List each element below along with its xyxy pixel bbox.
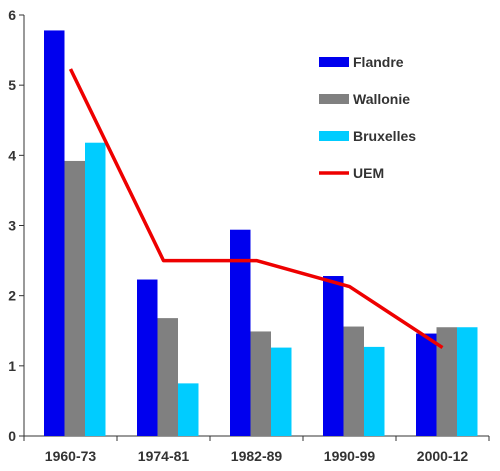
bar-wallonie bbox=[250, 331, 271, 436]
legend-label-uem: UEM bbox=[353, 165, 384, 181]
bar-wallonie bbox=[157, 318, 178, 436]
x-axis: 1960-73 1974-81 1982-89 1990-99 2000-12 bbox=[23, 435, 490, 464]
bar-bruxelles bbox=[85, 142, 106, 436]
bar-flandre bbox=[230, 229, 251, 436]
bar-wallonie bbox=[436, 327, 457, 436]
y-tick-label: 2 bbox=[8, 288, 16, 304]
y-tick-label: 3 bbox=[8, 218, 16, 234]
legend-label-wallonie: Wallonie bbox=[353, 91, 410, 107]
x-tick-label: 1982-89 bbox=[231, 448, 283, 464]
legend: Flandre Wallonie Bruxelles UEM bbox=[319, 54, 416, 181]
y-axis: 0 1 2 3 4 5 6 bbox=[8, 7, 25, 444]
bar-bruxelles bbox=[271, 347, 292, 436]
x-tick-label: 1990-99 bbox=[324, 448, 376, 464]
legend-swatch-flandre bbox=[319, 57, 349, 67]
bar-bruxelles bbox=[457, 327, 478, 436]
y-tick-label: 4 bbox=[8, 147, 16, 163]
x-tick-label: 1974-81 bbox=[138, 448, 190, 464]
bar-bruxelles bbox=[178, 383, 199, 436]
bars bbox=[44, 30, 478, 437]
legend-label-flandre: Flandre bbox=[353, 54, 404, 70]
bar-wallonie bbox=[64, 160, 85, 437]
bar-flandre bbox=[323, 276, 344, 436]
legend-swatch-wallonie bbox=[319, 94, 349, 104]
line-uem bbox=[68, 68, 444, 350]
x-tick-label: 1960-73 bbox=[45, 448, 97, 464]
bar-flandre bbox=[44, 30, 65, 436]
bar-wallonie bbox=[343, 326, 364, 436]
uem-line bbox=[68, 68, 444, 350]
y-tick-label: 0 bbox=[8, 428, 16, 444]
bar-flandre bbox=[416, 333, 437, 436]
bar-bruxelles bbox=[364, 346, 385, 436]
x-tick-label: 2000-12 bbox=[417, 448, 469, 464]
legend-label-bruxelles: Bruxelles bbox=[353, 128, 416, 144]
bar-flandre bbox=[137, 279, 158, 436]
y-tick-label: 6 bbox=[8, 7, 16, 23]
legend-swatch-bruxelles bbox=[319, 131, 349, 141]
y-tick-label: 1 bbox=[8, 358, 16, 374]
y-tick-label: 5 bbox=[8, 77, 16, 93]
